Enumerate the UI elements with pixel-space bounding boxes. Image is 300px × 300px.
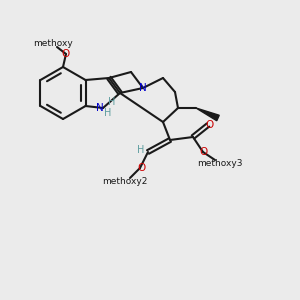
Text: H: H [104,108,112,118]
Text: H: H [137,145,145,155]
Text: O: O [200,147,208,157]
Text: H: H [108,97,116,107]
Text: methoxy2: methoxy2 [102,176,148,185]
Text: O: O [137,163,145,173]
Text: O: O [205,120,213,130]
Text: methoxy3: methoxy3 [197,158,243,167]
Polygon shape [196,108,219,121]
Text: methoxy: methoxy [33,40,73,49]
Text: O: O [62,49,70,59]
Text: N: N [139,83,147,93]
Text: N: N [96,103,104,113]
